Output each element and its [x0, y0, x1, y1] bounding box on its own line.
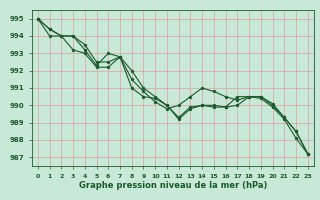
X-axis label: Graphe pression niveau de la mer (hPa): Graphe pression niveau de la mer (hPa) — [79, 181, 267, 190]
